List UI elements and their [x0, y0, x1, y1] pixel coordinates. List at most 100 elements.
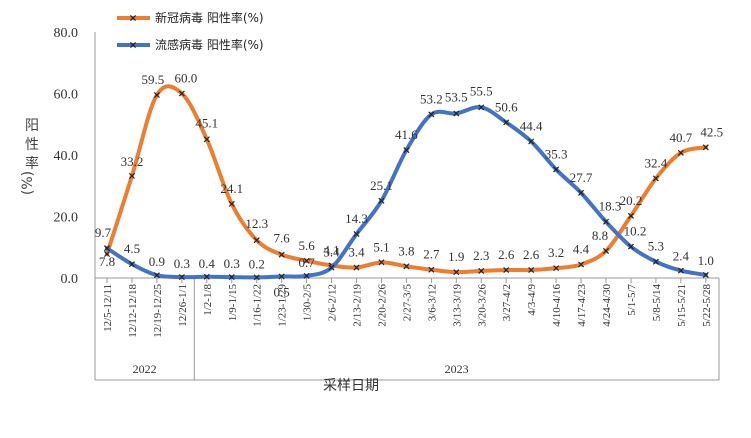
data-label: 0.5	[274, 284, 290, 299]
data-point	[453, 269, 460, 276]
data-label: 2.3	[473, 248, 489, 263]
legend-label: 流感病毒 阳性率(%)	[155, 37, 264, 52]
data-point	[303, 257, 310, 264]
x-tick-label: 4/17-4/23	[576, 284, 588, 327]
data-point	[103, 250, 111, 258]
data-label: 1.9	[448, 249, 464, 264]
x-tick-label: 1/2-1/8	[202, 284, 214, 316]
y-tick-label: 20.0	[54, 211, 79, 226]
data-label: 24.1	[220, 181, 243, 196]
x-tick-label: 2/6-2/12	[327, 284, 339, 321]
series-layer	[103, 84, 709, 281]
data-label: 55.5	[470, 83, 493, 98]
data-label: 44.4	[520, 118, 543, 133]
data-label: 53.5	[445, 89, 468, 104]
data-point	[378, 259, 385, 266]
data-label: 7.6	[274, 231, 291, 246]
data-point	[228, 200, 235, 207]
data-label: 14.3	[345, 211, 368, 226]
data-label: 8.8	[592, 228, 608, 243]
data-point	[403, 263, 410, 270]
y-axis-title: 阳性率(%)	[20, 118, 39, 195]
data-label: 18.3	[599, 199, 622, 214]
data-label: 33.2	[121, 154, 144, 169]
x-tick-label: 5/8-5/14	[651, 284, 663, 322]
x-tick-label: 12/5-12/11	[102, 284, 114, 332]
data-label: 60.0	[174, 71, 197, 86]
data-label: 27.7	[570, 170, 593, 185]
data-label: 25.1	[370, 178, 393, 193]
data-label: 2.4	[673, 249, 690, 264]
x-tick-label: 3/6-3/12	[426, 284, 438, 321]
data-label: 5.3	[648, 239, 664, 254]
data-label: 3.4	[348, 245, 365, 260]
data-point	[503, 119, 510, 126]
x-tick-label: 2/20-2/26	[376, 284, 388, 327]
data-label: 42.5	[700, 124, 723, 139]
data-point	[153, 272, 160, 279]
data-point	[278, 273, 285, 280]
data-point	[228, 274, 235, 281]
data-label: 1.0	[698, 253, 714, 268]
x-tick-label: 3/27-4/2	[501, 284, 513, 321]
data-point	[578, 189, 585, 196]
data-point	[428, 111, 435, 118]
data-label: 5.6	[298, 238, 315, 253]
data-label: 0.4	[199, 256, 216, 271]
x-axis: 12/5-12/11 12/12-12/18 12/19-12/25 12/26-1/…	[94, 277, 720, 394]
data-point	[253, 237, 260, 244]
data-label: 0.7	[298, 255, 315, 270]
x-tick-label: 1/9-1/15	[227, 284, 239, 322]
data-label: 3.2	[548, 245, 564, 260]
data-label: 32.4	[645, 155, 668, 170]
data-point	[528, 138, 535, 145]
data-point	[602, 247, 610, 254]
data-label: 2.6	[523, 247, 540, 262]
data-point	[128, 261, 135, 268]
data-point	[503, 266, 510, 274]
data-point	[103, 245, 111, 252]
y-tick-label: 80.0	[54, 26, 79, 41]
data-label: 0.9	[149, 254, 165, 269]
y-axis-label: 阳性率(%)	[20, 118, 39, 195]
y-axis-title-char: 性	[25, 137, 39, 153]
data-point	[652, 258, 659, 265]
data-point	[702, 271, 709, 278]
x-tick-label: 4/10-4/16	[551, 284, 563, 327]
x-tick-label: 5/15-5/21	[676, 284, 688, 327]
data-point	[129, 41, 137, 49]
data-point	[303, 272, 310, 279]
data-point	[378, 197, 385, 204]
x-tick-label: 1/16-1/22	[252, 284, 264, 327]
data-point	[403, 147, 410, 154]
data-label: 2.7	[423, 247, 440, 262]
x-tick-label: 3/20-3/26	[476, 284, 488, 327]
y-tick-label: 0.0	[61, 272, 79, 287]
data-point	[353, 264, 360, 271]
data-label: 40.7	[669, 130, 692, 145]
data-point	[627, 243, 634, 250]
data-label: 10.2	[624, 224, 647, 239]
legend-item: 新冠病毒 阳性率(%)	[117, 10, 264, 25]
x-tick-label: 4/24-4/30	[601, 284, 613, 327]
data-label: 9.7	[95, 225, 112, 240]
data-point	[178, 274, 185, 281]
series-covid	[103, 84, 709, 276]
data-label: 3.8	[398, 243, 414, 258]
data-point	[328, 264, 335, 271]
data-label: 0.2	[249, 256, 265, 271]
data-label: 12.3	[245, 216, 268, 231]
data-label: 20.2	[620, 193, 643, 208]
data-point	[178, 90, 185, 97]
x-tick-label: 4/3-4/9	[526, 284, 538, 316]
data-labels: 7.833.259.5 60.045.124.112.37.6 5.6 4.1 3.4 5…	[95, 71, 723, 300]
data-point	[578, 261, 585, 268]
x-tick-label: 12/19-12/25	[152, 284, 164, 338]
data-point	[478, 104, 485, 111]
data-point	[453, 110, 460, 117]
x-tick-label: 2/13-2/19	[352, 284, 364, 327]
data-point	[627, 212, 634, 219]
data-label: 4.4	[573, 241, 590, 256]
legend-item: 流感病毒 阳性率(%)	[117, 37, 264, 52]
